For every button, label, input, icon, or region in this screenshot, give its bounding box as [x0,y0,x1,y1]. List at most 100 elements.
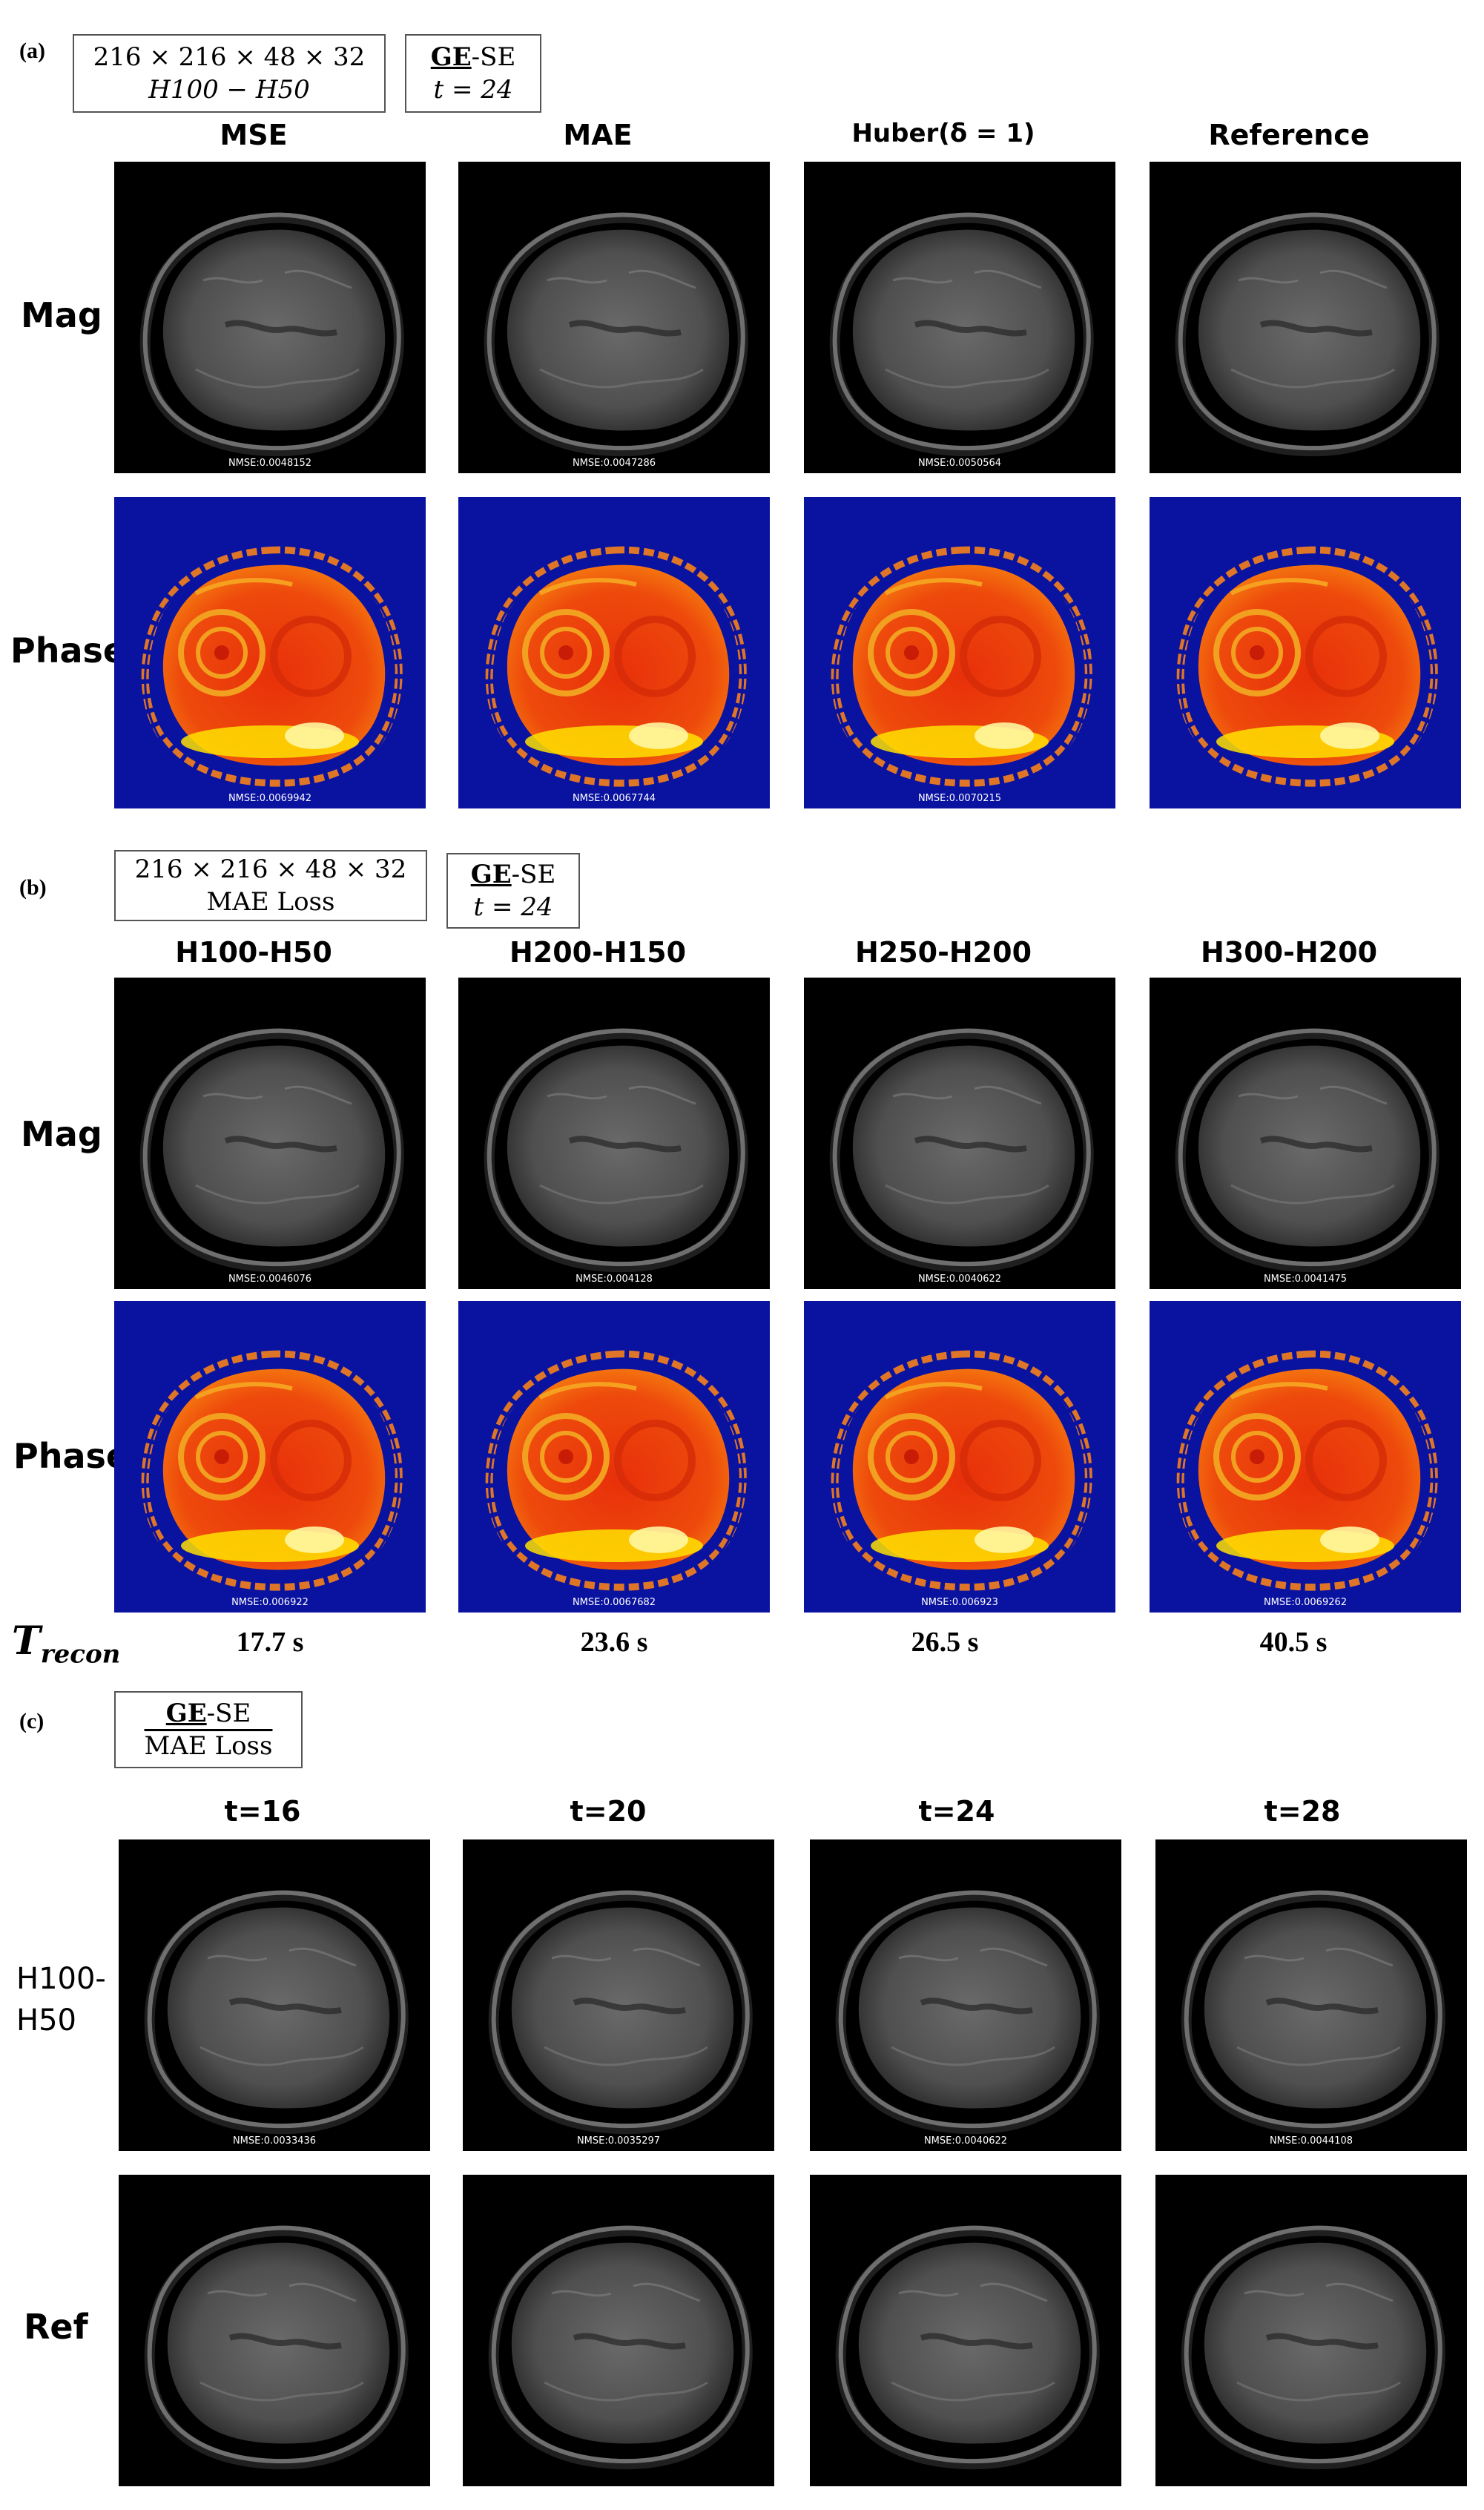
phase-brain-render [831,546,1092,789]
panel-b-mag-4-image: NMSE:0.0041475 [1150,978,1461,1289]
magnitude-brain-render [1175,212,1440,457]
panel-b-col-1: H100-H50 [175,936,332,969]
nmse-label: NMSE:0.0040622 [917,1274,1002,1285]
panel-a-mag-mse-image: NMSE:0.0048152 [114,162,426,473]
recon-time-4: 40.5 s [1259,1627,1328,1658]
panel-c-model-t24-image: NMSE:0.0040622 [810,1839,1121,2151]
magnitude-brain-render [835,2225,1100,2470]
panel-c-tag: (c) [19,1709,44,1733]
panel-b-tag: (b) [19,875,47,900]
panel-c-loss: MAE Loss [144,1731,273,1761]
magnitude-brain-render [488,1890,753,2135]
panel-b-seq-bold: GE [470,860,512,889]
panel-a-phase-huber-image: NMSE:0.0070215 [804,497,1115,808]
panel-c-col-t16: t=16 [224,1795,301,1828]
panel-c-col-t28: t=28 [1264,1795,1341,1828]
magnitude-brain-render [139,212,404,457]
nmse-label: NMSE:0.0033436 [232,2135,317,2147]
panel-c-ref-t16-image [119,2175,430,2486]
magnitude-brain-render [1181,1890,1445,2135]
panel-a-phase-reference-image [1150,497,1461,808]
magnitude-brain-render [139,1028,404,1273]
panel-a-time: t = 24 [433,75,513,105]
magnitude-brain-render [829,1028,1094,1273]
panel-c-ref-t24-image [810,2175,1121,2486]
nmse-label: NMSE:0.0044108 [1269,2135,1353,2147]
panel-c-row-ref: Ref [24,2307,88,2347]
nmse-label: NMSE:0.004128 [576,1274,653,1285]
panel-b-seq-rest: -SE [511,860,556,889]
panel-a-col-mae: MAE [563,119,633,151]
panel-b-col-3: H250-H200 [854,936,1032,969]
panel-b-row-phase: Phase [13,1436,130,1476]
panel-c-ref-t20-image [463,2175,774,2486]
panel-a-seq-bold: GE [430,42,472,72]
panel-a-row-mag: Mag [21,295,102,335]
recon-time-1: 17.7 s [236,1627,304,1658]
panel-a-seq-box: GE-SE t = 24 [405,34,541,113]
panel-b-mag-2-image: NMSE:0.004128 [458,978,770,1289]
panel-a-tag: (a) [19,39,45,63]
magnitude-brain-render [484,1028,748,1273]
trecon-sub: recon [40,1639,121,1670]
panel-b-phase-2-image: NMSE:0.0067682 [458,1301,770,1613]
panel-c-ref-t28-image [1155,2175,1467,2486]
panel-a-phase-mse-image: NMSE:0.0069942 [114,497,426,808]
panel-b-col-4: H300-H200 [1200,936,1378,969]
nmse-label: NMSE:0.0035297 [576,2135,661,2147]
panel-b-seq-box: GE-SE t = 24 [446,853,580,929]
magnitude-brain-render [1175,1028,1440,1273]
panel-c-row-model-line2: H50 [16,2003,76,2038]
panel-b-phase-4-image: NMSE:0.0069262 [1150,1301,1461,1613]
panel-c-model-t28-image: NMSE:0.0044108 [1155,1839,1467,2151]
panel-c-col-t24: t=24 [918,1795,995,1828]
magnitude-brain-render [835,1890,1100,2135]
panel-b-col-2: H200-H150 [509,936,687,969]
panel-b-loss: MAE Loss [206,887,335,917]
phase-brain-render [485,1350,747,1593]
panel-a-model: H100 − H50 [148,75,310,105]
panel-c-seq-rest: -SE [206,1699,251,1728]
panel-a-phase-mae-image: NMSE:0.0067744 [458,497,770,808]
trecon-label: Trecon [12,1618,120,1669]
panel-c-row-model-line1: H100- [16,1962,106,1996]
panel-b-time: t = 24 [473,892,553,922]
panel-c-model-t16-image: NMSE:0.0033436 [119,1839,430,2151]
panel-c-seq-bold: GE [165,1699,207,1728]
recon-time-2: 23.6 s [580,1627,648,1658]
panel-a-mag-huber-image: NMSE:0.0050564 [804,162,1115,473]
magnitude-brain-render [488,2225,753,2470]
phase-brain-render [1176,1350,1438,1593]
panel-c-config-box: GE-SE MAE Loss [114,1691,303,1768]
nmse-label: NMSE:0.0048152 [228,458,312,469]
nmse-label: NMSE:0.0046076 [228,1274,312,1285]
nmse-label: NMSE:0.0041475 [1263,1274,1348,1285]
nmse-label: NMSE:0.006922 [231,1597,309,1608]
phase-brain-render [485,546,747,789]
panel-b-row-mag: Mag [21,1114,102,1154]
recon-time-3: 26.5 s [911,1627,979,1658]
nmse-label: NMSE:0.0069942 [228,793,312,804]
panel-b-mag-3-image: NMSE:0.0040622 [804,978,1115,1289]
panel-b-phase-1-image: NMSE:0.006922 [114,1301,426,1613]
panel-a-mag-reference-image [1150,162,1461,473]
panel-b-mag-1-image: NMSE:0.0046076 [114,978,426,1289]
nmse-label: NMSE:0.0050564 [917,458,1002,469]
magnitude-brain-render [144,1890,409,2135]
nmse-label: NMSE:0.0070215 [917,793,1002,804]
panel-b-dims: 216 × 216 × 48 × 32 [134,854,407,884]
panel-b-phase-3-image: NMSE:0.006923 [804,1301,1115,1613]
panel-a-col-reference: Reference [1208,119,1370,151]
nmse-label: NMSE:0.0067682 [572,1597,656,1608]
panel-a-col-mse: MSE [220,119,288,151]
magnitude-brain-render [829,212,1094,457]
magnitude-brain-render [144,2225,409,2470]
panel-b-config-box: 216 × 216 × 48 × 32 MAE Loss [114,850,427,921]
nmse-label: NMSE:0.0047286 [572,458,656,469]
magnitude-brain-render [1181,2225,1445,2470]
nmse-label: NMSE:0.0069262 [1263,1597,1348,1608]
panel-c-row-model: H100- H50 [16,1958,106,2041]
phase-brain-render [141,546,403,789]
phase-brain-render [141,1350,403,1593]
nmse-label: NMSE:0.0040622 [923,2135,1008,2147]
